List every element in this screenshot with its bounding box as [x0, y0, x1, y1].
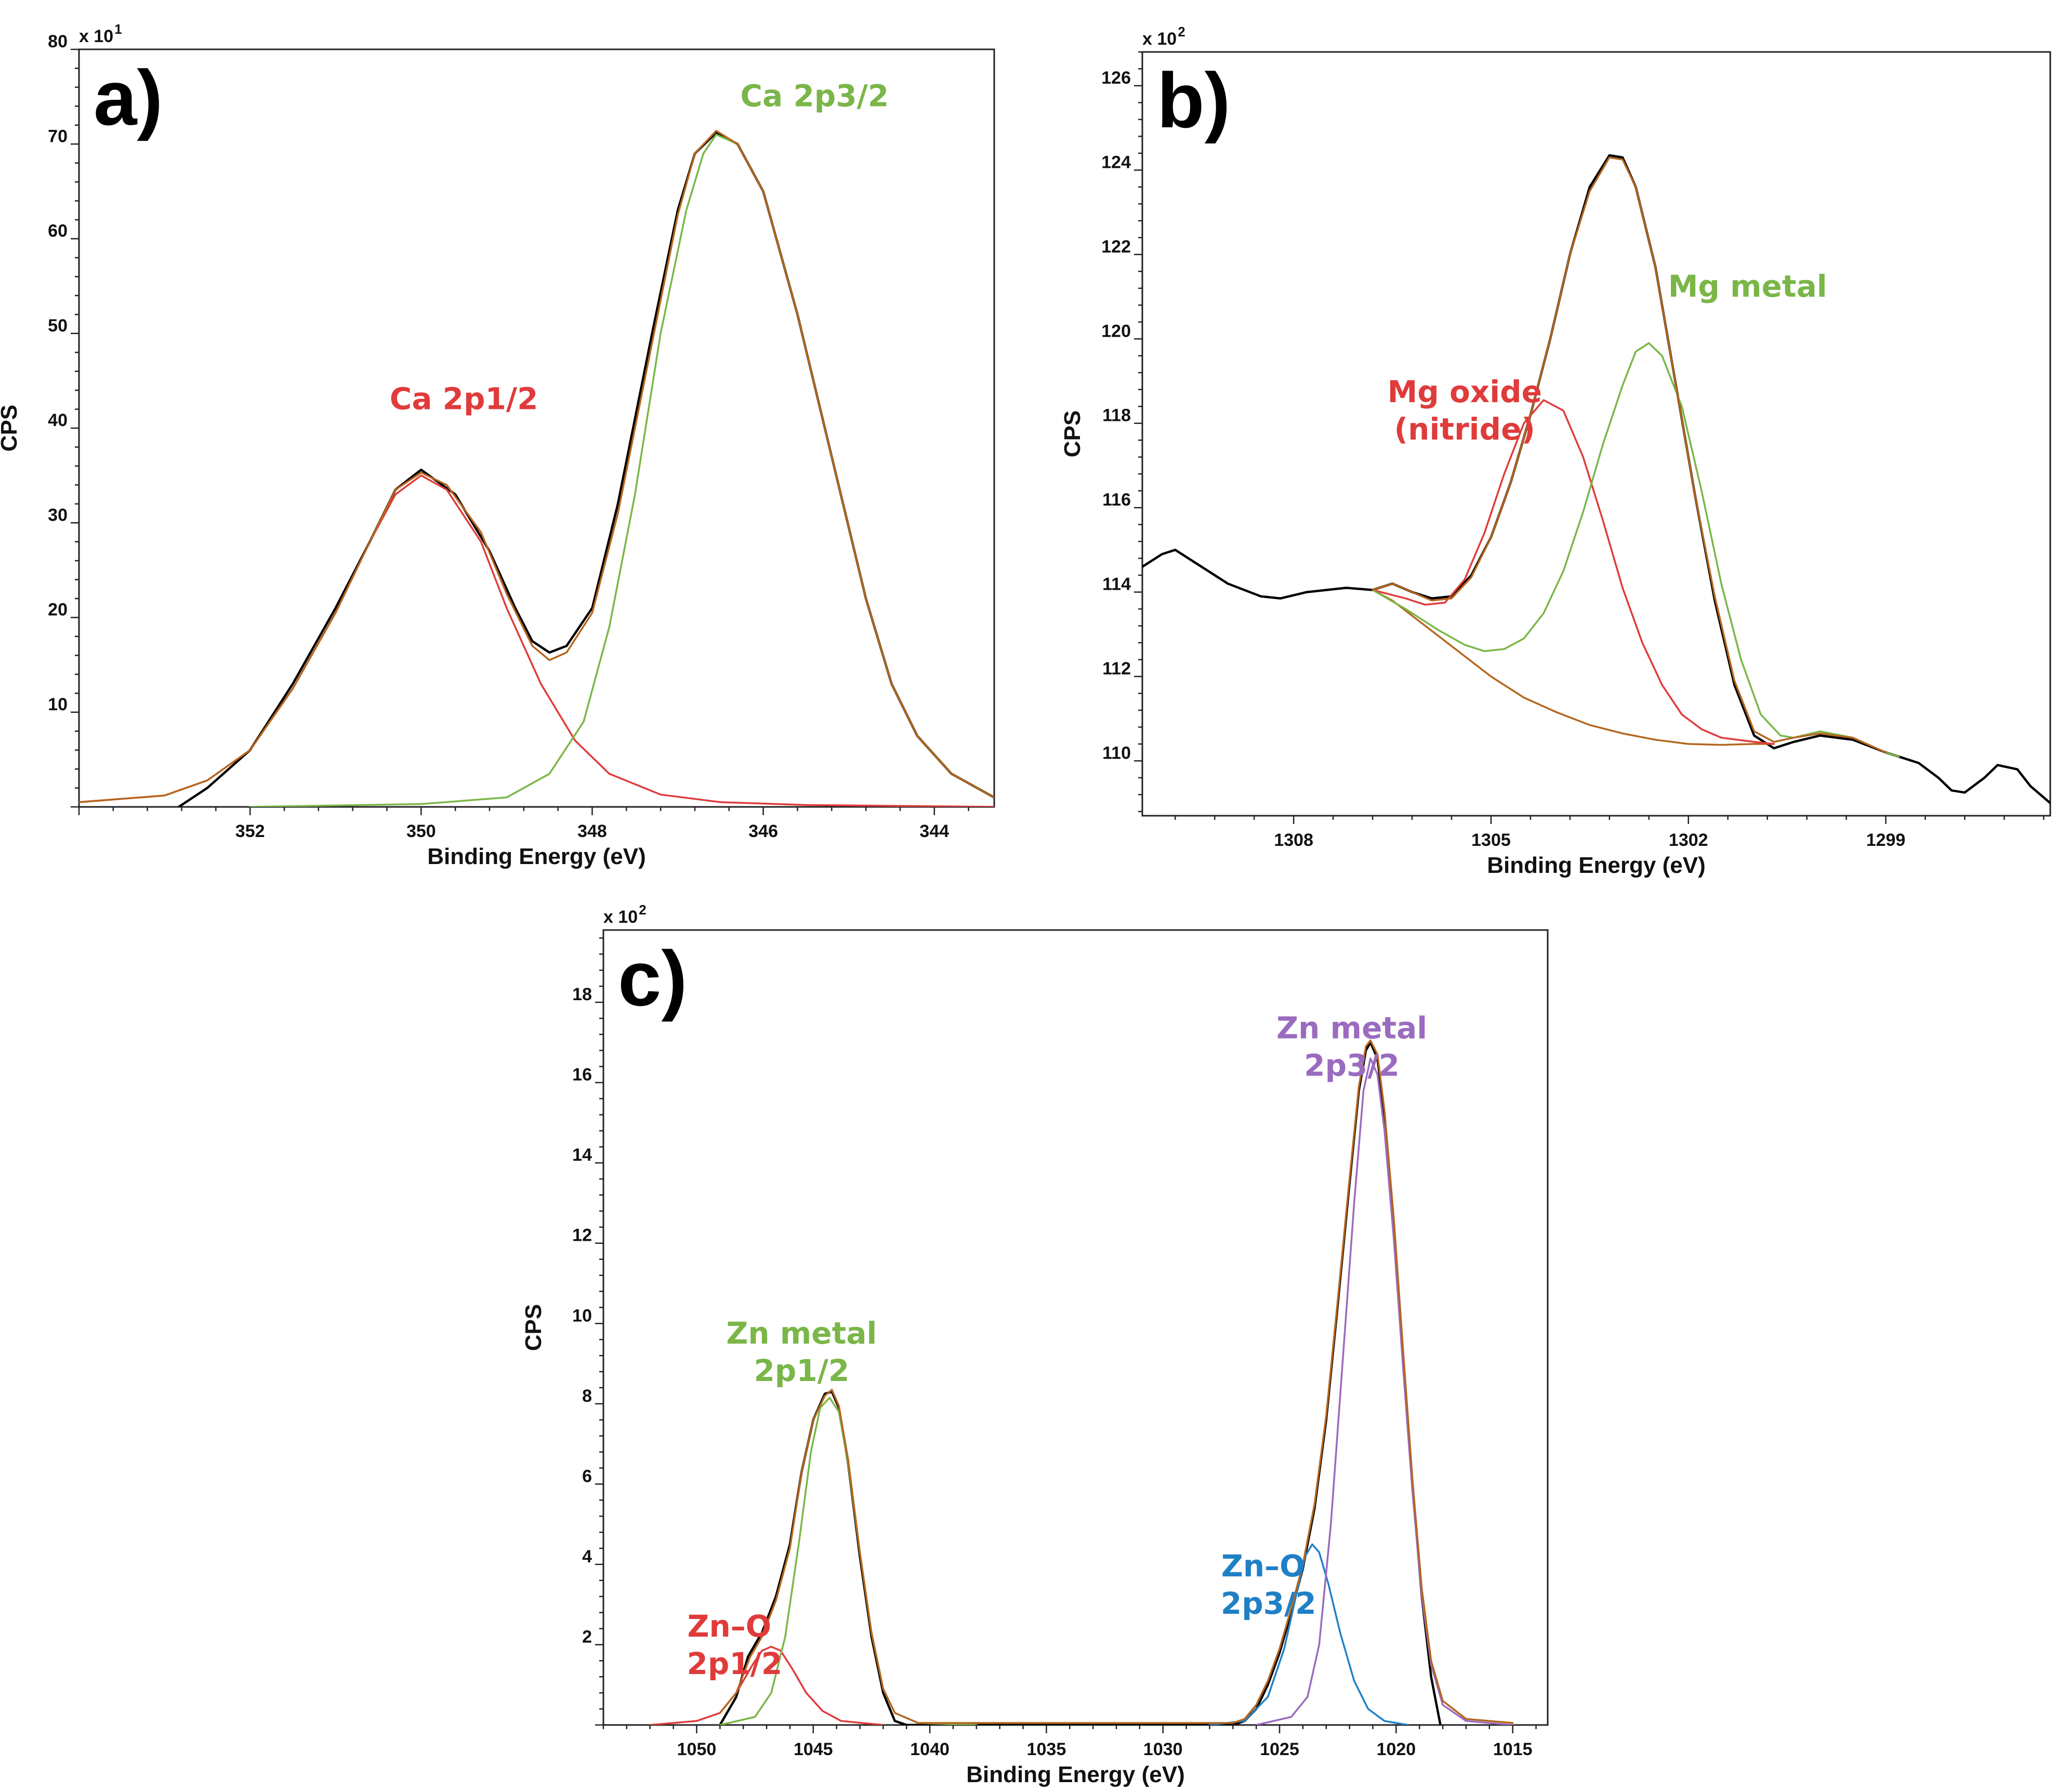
- peak-label-b-ann-1: Mg oxide (nitride): [1388, 374, 1542, 447]
- series-line-envelope: [176, 131, 994, 807]
- series-group-b: [1142, 154, 2050, 804]
- panel-label-b: b): [1157, 57, 1231, 144]
- chart-panel-c: 1050 1045 1040 1035 1030 1025 1020 1015 2 4 6 8 10 12…: [521, 902, 1549, 1787]
- x-tick-label-c: 1030: [1143, 1740, 1183, 1759]
- panel-label-c: c): [618, 935, 687, 1022]
- series-group-a: [79, 129, 994, 807]
- axis-scale-note-c: x 102: [603, 902, 647, 927]
- y-tick-label-c: 16: [572, 1065, 592, 1085]
- peak-label-c-ann-4: Zn–O 2p1/2: [676, 1609, 782, 1681]
- series-line-fit: [719, 1039, 1514, 1724]
- series-line-ca-2p3-2-component: [249, 134, 994, 807]
- y-tick-label-c: 18: [572, 985, 592, 1004]
- y-tick-label-a: 10: [48, 695, 68, 714]
- axis-scale-note-b: x 102: [1142, 24, 1185, 49]
- chart-panel-b: 1308 1305 1302 1299 110 112 114 116 118 120 122 124…: [1060, 24, 2051, 878]
- axis-scale-note-a: x 101: [79, 21, 122, 46]
- peak-label-c-ann-1: Zn metal 2p3/2: [1276, 1011, 1427, 1083]
- peak-label-c-ann-2: Zn metal 2p1/2: [726, 1316, 877, 1388]
- y-tick-label-b: 114: [1102, 575, 1131, 594]
- series-line-background: [1372, 589, 1775, 746]
- y-tick-label-a: 80: [48, 32, 68, 51]
- x-tick-label-a: 346: [748, 821, 778, 841]
- x-tick-label-c: 1050: [677, 1740, 717, 1759]
- x-tick-label-a: 350: [406, 821, 436, 841]
- x-tick-label-b: 1305: [1471, 830, 1511, 850]
- x-tick-label-b: 1308: [1274, 830, 1313, 850]
- y-tick-label-a: 30: [48, 505, 68, 525]
- y-tick-label-a: 70: [48, 126, 68, 146]
- y-tick-label-b: 122: [1101, 237, 1131, 257]
- y-axis-title-c: CPS: [521, 1304, 546, 1351]
- y-tick-label-b: 118: [1102, 406, 1131, 426]
- series-line-envelope: [1142, 154, 2050, 804]
- y-tick-label-b: 116: [1102, 490, 1131, 510]
- y-axis-title-a: CPS: [0, 405, 22, 452]
- x-axis-title-c: Binding Energy (eV): [966, 1762, 1184, 1787]
- x-tick-label-a: 352: [235, 821, 265, 841]
- peak-label-a-ann-1: Ca 2p1/2: [390, 381, 538, 417]
- y-tick-label-b: 126: [1101, 68, 1131, 88]
- y-tick-label-c: 8: [582, 1386, 592, 1406]
- series-line-ca-2p1-2-component: [79, 474, 994, 807]
- panel-label-a: a): [94, 54, 163, 141]
- x-axis-title-a: Binding Energy (eV): [427, 844, 645, 869]
- x-tick-label-b: 1302: [1669, 830, 1708, 850]
- series-group-c: [649, 1039, 1514, 1725]
- series-line-zn-metal-2p3-2-component: [1255, 1057, 1514, 1725]
- y-tick-label-a: 20: [48, 600, 68, 620]
- y-tick-label-c: 10: [572, 1306, 592, 1325]
- peak-label-c-ann-3: Zn–O 2p3/2: [1210, 1548, 1316, 1621]
- series-line-zn-o-2p3-2-component: [1208, 1543, 1409, 1725]
- x-tick-label-c: 1045: [794, 1740, 833, 1759]
- chart-panel-a: 352 350 348 346 344 10 20 30 40 50 60 70 80 Binding E…: [0, 21, 995, 869]
- y-tick-label-b: 110: [1102, 743, 1131, 763]
- y-tick-label-c: 6: [582, 1466, 592, 1486]
- peak-label-a-ann-2: Ca 2p3/2: [741, 78, 889, 113]
- y-tick-label-a: 60: [48, 221, 68, 241]
- y-tick-label-c: 12: [572, 1226, 592, 1245]
- series-line-mg-oxide-component: [1372, 399, 1775, 745]
- y-tick-label-b: 112: [1102, 659, 1131, 679]
- x-tick-label-b: 1299: [1866, 830, 1906, 850]
- x-tick-label-c: 1040: [910, 1740, 950, 1759]
- x-tick-label-c: 1035: [1027, 1740, 1066, 1759]
- y-tick-label-a: 50: [48, 316, 68, 336]
- y-tick-label-c: 14: [572, 1145, 592, 1165]
- y-tick-label-b: 124: [1101, 152, 1131, 172]
- series-line-fit: [79, 129, 994, 803]
- peak-label-b-ann-2: Mg metal: [1668, 269, 1827, 304]
- y-axis-title-b: CPS: [1060, 410, 1085, 457]
- x-axis-title-b: Binding Energy (eV): [1487, 853, 1705, 878]
- x-tick-label-a: 344: [919, 821, 949, 841]
- x-tick-label-c: 1015: [1493, 1740, 1533, 1759]
- x-tick-label-a: 348: [577, 821, 607, 841]
- plot-frame-a: [78, 48, 995, 808]
- x-tick-label-c: 1020: [1377, 1740, 1416, 1759]
- y-tick-label-c: 2: [582, 1627, 592, 1647]
- y-tick-label-b: 120: [1101, 321, 1131, 341]
- series-line-fit: [1372, 156, 1887, 753]
- plot-frame-b: [1141, 51, 2051, 817]
- x-tick-label-c: 1025: [1260, 1740, 1299, 1759]
- y-tick-label-c: 4: [582, 1547, 592, 1567]
- y-tick-label-a: 40: [48, 410, 68, 430]
